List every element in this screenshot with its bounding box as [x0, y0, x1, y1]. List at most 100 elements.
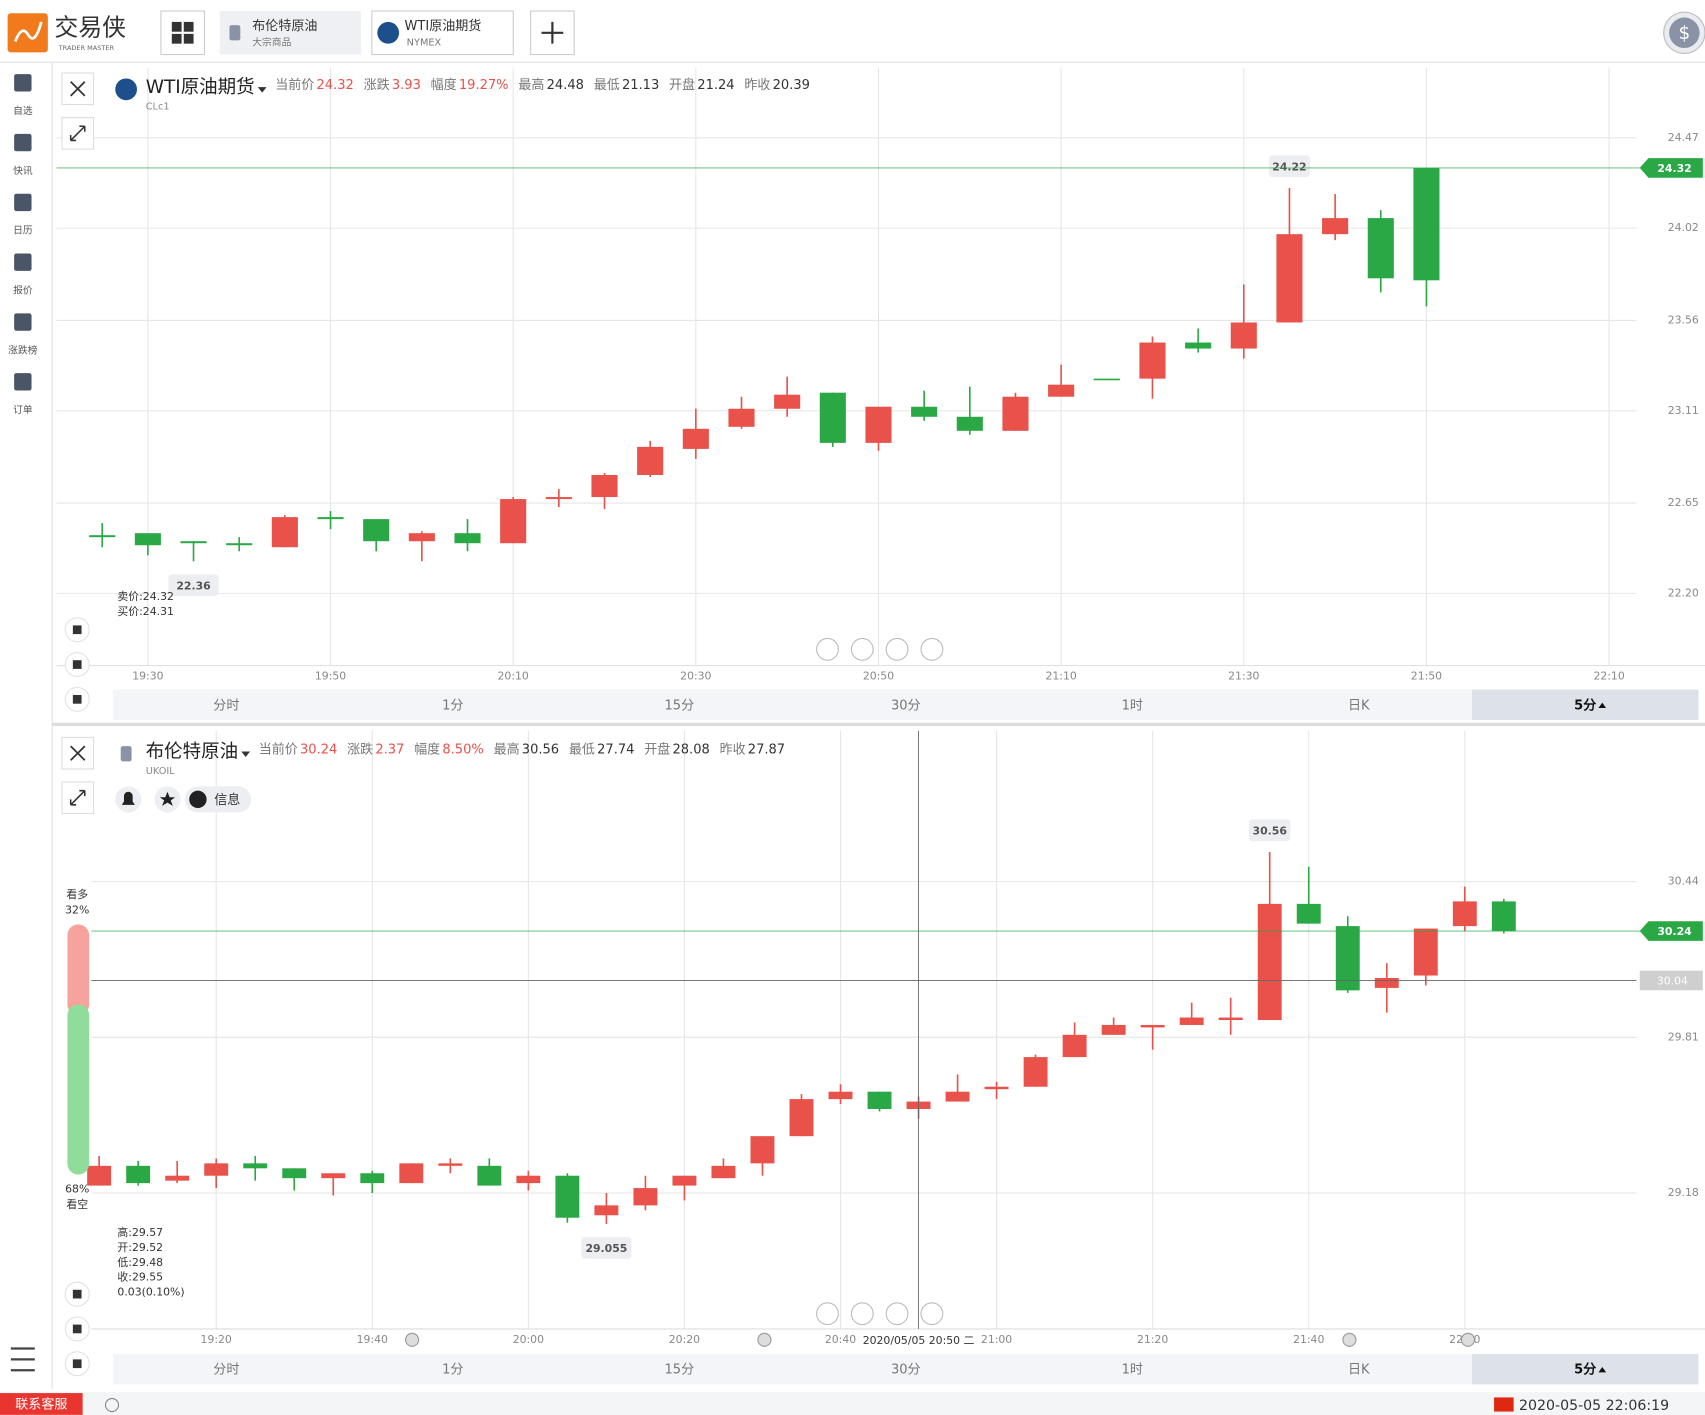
candle-body: [828, 1091, 853, 1100]
tab-icon: [229, 25, 241, 41]
zoom-button[interactable]: [816, 1302, 839, 1326]
candle-body: [204, 1163, 229, 1176]
tab-subtitle: 大宗商品: [252, 36, 291, 49]
stat-label: 最高: [518, 76, 544, 92]
sidebar-icon[interactable]: [14, 193, 32, 212]
stat-value: 27.74: [597, 742, 634, 757]
sidebar-label: 涨跌榜: [8, 343, 38, 356]
x-tick-label: 21:10: [1045, 670, 1076, 683]
candle-body: [243, 1163, 268, 1169]
stat-value: 24.32: [317, 77, 354, 92]
sidebar-icon[interactable]: [14, 373, 32, 391]
x-tick-label: 19:50: [315, 670, 346, 683]
zoom-button[interactable]: [920, 1302, 944, 1326]
dropdown-caret[interactable]: [241, 751, 251, 757]
crosshair-price: 30.04: [1657, 975, 1688, 988]
sidebar-icon[interactable]: [14, 313, 32, 331]
stat-label: 幅度: [431, 76, 457, 92]
footer: 联系客服 2020-05-05 22:06:19: [0, 1392, 1705, 1415]
timeframe-tab[interactable]: 15分: [664, 1363, 694, 1378]
y-tick-label: 24.02: [1668, 221, 1699, 234]
candle-body: [477, 1165, 502, 1186]
candle-body: [516, 1175, 541, 1184]
max-label-box: [1268, 155, 1311, 178]
sidebar-label: 快讯: [13, 165, 33, 177]
zoom-button[interactable]: [850, 637, 874, 661]
dropdown-caret[interactable]: [257, 87, 267, 93]
bell-icon: [121, 791, 135, 805]
zoom-button[interactable]: [885, 637, 909, 661]
timeframe-active[interactable]: [1471, 689, 1699, 721]
candle-body: [1452, 901, 1477, 927]
timeframe-tab[interactable]: 1分: [442, 698, 463, 713]
top-bar: 交易侠 TRADER MASTER 布伦特原油 大宗商品 WTI原油期货 NYM…: [0, 10, 1705, 63]
timeframe-tab[interactable]: 1时: [1122, 1363, 1143, 1378]
timeframe-tab[interactable]: 日K: [1348, 698, 1370, 713]
layout-button[interactable]: [160, 10, 205, 56]
tool-icon: [72, 1289, 82, 1299]
timeframe-tab[interactable]: 15分: [664, 698, 694, 713]
stat-value: 8.50%: [442, 742, 483, 757]
candle-body: [1367, 218, 1394, 279]
quote: 买价:24.31: [117, 605, 173, 618]
stat-label: 开盘: [644, 741, 670, 757]
flag: [1494, 1397, 1514, 1412]
tool-icon: [72, 1324, 82, 1334]
menu-icon[interactable]: [10, 1347, 35, 1372]
timeframe-tab[interactable]: 分时: [213, 1363, 239, 1378]
candle-body: [87, 1165, 112, 1186]
timeframe-tab[interactable]: 分时: [213, 698, 239, 713]
timeframe-tab[interactable]: 30分: [891, 698, 921, 713]
max-label: 30.56: [1253, 824, 1287, 837]
candle-body: [321, 1173, 346, 1179]
stat-label: 昨收: [744, 77, 770, 92]
symbol-icon: [120, 746, 132, 762]
stat-value: 24.48: [547, 77, 584, 92]
sidebar-icon[interactable]: [14, 253, 32, 271]
candle-body: [750, 1136, 775, 1164]
stat-label: 最低: [569, 742, 595, 757]
scroll-dot: [1342, 1332, 1357, 1347]
stat-label: 涨跌: [347, 741, 373, 757]
candle-body: [774, 394, 801, 409]
tool-icon: [72, 660, 82, 669]
zoom-button[interactable]: [850, 1302, 874, 1326]
candle-body: [911, 406, 938, 417]
bear-label: 看空: [66, 1197, 88, 1211]
zoom-button[interactable]: [816, 637, 839, 661]
tab-icon: [377, 21, 400, 44]
candle-body: [399, 1163, 424, 1184]
timeframe-tab[interactable]: 1时: [1122, 698, 1143, 713]
timeframe-caret: [1598, 1366, 1607, 1373]
sidebar-icon[interactable]: [14, 74, 32, 92]
sidebar-icon[interactable]: [14, 133, 32, 152]
stat-value: 21.13: [622, 77, 659, 92]
candle-body: [226, 543, 253, 546]
stat-label: 最高: [494, 741, 520, 757]
candle-body: [1335, 926, 1360, 991]
support-text: 联系客服: [15, 1397, 67, 1413]
min-label-box: [581, 1236, 632, 1259]
candle-body: [1230, 322, 1257, 349]
timeframe-tab[interactable]: 5分: [1574, 697, 1596, 713]
candle-body: [865, 406, 892, 443]
x-tick-label: 21:20: [1137, 1333, 1168, 1346]
timeframe-tab[interactable]: 5分: [1574, 1362, 1596, 1378]
min-label-box: [168, 574, 219, 597]
candle-body: [672, 1175, 697, 1186]
candle-body: [500, 499, 527, 544]
timeframe-tab[interactable]: 30分: [891, 1363, 921, 1378]
tab[interactable]: [219, 11, 362, 55]
zoom-button[interactable]: [885, 1302, 909, 1326]
sidebar-label: 日历: [13, 225, 33, 237]
timeframe-tab[interactable]: 1分: [442, 1363, 463, 1378]
timeframe-tab[interactable]: 日K: [1348, 1363, 1370, 1378]
zoom-button[interactable]: [920, 637, 944, 661]
logo-glyph: [13, 21, 43, 42]
candle-body: [360, 1173, 385, 1184]
stats: 当前价 30.24 涨跌 2.37 幅度 8.50% 最高 30.56 最低 27.74 开盘 28.…: [259, 741, 785, 757]
timeframe-active[interactable]: [1471, 1353, 1699, 1385]
stat-label: 幅度: [414, 741, 440, 757]
support-button[interactable]: [0, 1393, 83, 1415]
